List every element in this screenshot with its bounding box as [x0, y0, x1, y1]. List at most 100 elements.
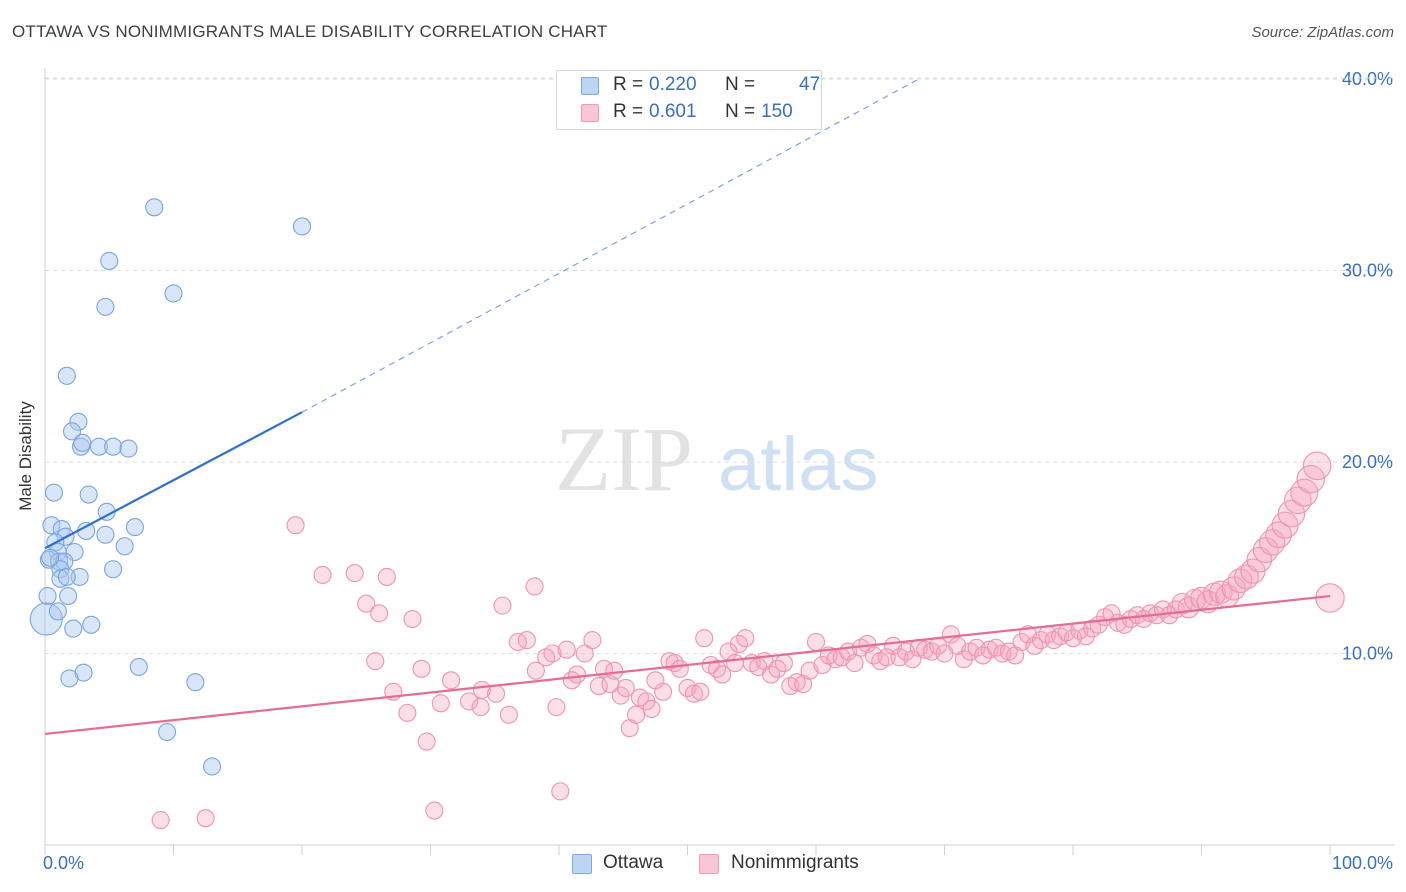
- nonimmigrants-point: [941, 625, 960, 644]
- ottawa-point: [44, 483, 64, 502]
- ottawa-point: [64, 619, 83, 638]
- nonimmigrants-point: [345, 564, 364, 583]
- nonimmigrants-point: [1302, 451, 1332, 481]
- ottawa-point: [186, 673, 205, 692]
- nonimmigrants-point: [845, 654, 864, 673]
- ottawa-point: [96, 297, 115, 316]
- nonimmigrants-point: [370, 604, 389, 623]
- nonimmigrants-point: [543, 644, 562, 663]
- nonimmigrants-point: [806, 632, 826, 652]
- ottawa-point: [129, 657, 148, 676]
- ottawa-point: [164, 284, 183, 303]
- nonimmigrants-swatch: [581, 104, 599, 122]
- nonimmigrants-point: [601, 675, 620, 694]
- nonimmigrants-point: [1196, 590, 1220, 614]
- y-axis-label: Male Disability: [16, 401, 35, 511]
- ottawa-point: [41, 548, 60, 567]
- nonimmigrants-point: [725, 654, 745, 673]
- ottawa-point: [79, 485, 98, 504]
- ottawa-point: [77, 521, 96, 540]
- nonimmigrants-point: [616, 678, 635, 698]
- ottawa-point: [125, 518, 144, 537]
- nonimmigrants-legend-swatch: [699, 854, 719, 874]
- nonimmigrants-point: [713, 665, 732, 684]
- ottawa-point: [48, 602, 67, 621]
- ottawa-point: [104, 560, 123, 579]
- nonimmigrants-point: [654, 682, 673, 701]
- nonimmigrants-point: [605, 661, 624, 680]
- nonimmigrants-point: [196, 809, 215, 828]
- nonimmigrants-point: [557, 640, 576, 659]
- nonimmigrants-point: [425, 801, 444, 820]
- ottawa-point: [42, 516, 61, 535]
- ottawa-legend-label: Ottawa: [603, 852, 664, 873]
- nonimmigrants-point: [412, 659, 431, 678]
- y-tick-label: 30.0%: [1342, 261, 1393, 281]
- legend-row-nonimmigrants: R = 0.601 N = 150: [557, 101, 821, 127]
- x-tick-label: 100.0%: [1332, 853, 1393, 873]
- nonimmigrants-point: [877, 648, 896, 667]
- n-label: N =: [725, 101, 756, 122]
- y-tick-label: 10.0%: [1342, 644, 1393, 664]
- ottawa-point: [82, 615, 101, 634]
- n-label: N =: [725, 74, 756, 95]
- nonimmigrants-point: [903, 650, 922, 669]
- n-value: 150: [761, 101, 793, 122]
- source-label: Source: ZipAtlas.com: [1251, 24, 1394, 41]
- nonimmigrants-point: [286, 516, 305, 535]
- n-value: 47: [799, 74, 821, 95]
- ottawa-point: [119, 439, 138, 458]
- x-tick-label: 0.0%: [43, 853, 84, 873]
- ottawa-trendline: [44, 411, 303, 550]
- nonimmigrants-point: [151, 811, 170, 830]
- ottawa-point: [89, 437, 109, 456]
- nonimmigrants-point: [575, 644, 594, 663]
- nonimmigrants-point: [377, 567, 396, 586]
- nonimmigrants-point: [642, 699, 661, 719]
- ottawa-point: [57, 366, 76, 385]
- ottawa-point: [60, 669, 79, 688]
- watermark-zip: ZIP: [555, 408, 693, 510]
- r-value: 0.220: [649, 74, 697, 95]
- nonimmigrants-point: [708, 659, 727, 678]
- nonimmigrants-point: [1277, 499, 1306, 528]
- ottawa-point: [62, 422, 82, 441]
- nonimmigrants-point: [403, 609, 422, 629]
- nonimmigrants-point: [486, 684, 506, 703]
- ottawa-point: [70, 567, 89, 586]
- correlation-legend: R = 0.220 N = 47 R = 0.601 N = 150: [556, 70, 822, 130]
- nonimmigrants-point: [1102, 604, 1121, 623]
- nonimmigrants-point: [670, 659, 689, 678]
- nonimmigrants-point: [1227, 568, 1253, 594]
- nonimmigrants-point: [526, 661, 545, 680]
- nonimmigrants-point: [398, 703, 417, 722]
- ottawa-point: [115, 537, 134, 556]
- ottawa-point: [100, 251, 119, 270]
- nonimmigrants-point: [589, 677, 608, 696]
- nonimmigrants-trendline: [44, 594, 1331, 736]
- nonimmigrants-point: [499, 705, 518, 724]
- nonimmigrants-point: [736, 629, 755, 648]
- nonimmigrants-point: [459, 692, 479, 711]
- nonimmigrants-point: [1296, 464, 1325, 494]
- ottawa-trendline-extension: [301, 78, 920, 413]
- ottawa-point: [96, 525, 115, 544]
- nonimmigrants-point: [1190, 586, 1213, 610]
- nonimmigrants-point: [551, 782, 570, 801]
- y-tick-label: 20.0%: [1342, 452, 1393, 472]
- series-legend: Ottawa Nonimmigrants: [0, 850, 1406, 880]
- nonimmigrants-point: [691, 682, 710, 701]
- r-label: R =: [613, 74, 644, 95]
- nonimmigrants-point: [787, 673, 806, 692]
- nonimmigrants-point: [366, 652, 385, 671]
- nonimmigrants-point: [357, 594, 376, 613]
- nonimmigrants-legend-label: Nonimmigrants: [731, 852, 859, 873]
- nonimmigrants-point: [313, 565, 332, 585]
- nonimmigrants-point: [471, 698, 490, 717]
- ottawa-point: [59, 586, 78, 606]
- nonimmigrants-point: [774, 654, 793, 673]
- r-value: 0.601: [649, 101, 697, 122]
- ottawa-point: [51, 560, 70, 579]
- legend-row-ottawa: R = 0.220 N = 47: [557, 74, 821, 100]
